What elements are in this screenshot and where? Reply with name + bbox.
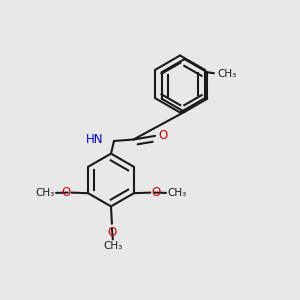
Text: O: O — [107, 226, 116, 239]
Text: O: O — [158, 129, 167, 142]
Text: O: O — [61, 186, 70, 199]
Text: CH₃: CH₃ — [167, 188, 187, 198]
Text: HN: HN — [86, 133, 104, 146]
Text: CH₃: CH₃ — [35, 188, 55, 198]
Text: CH₃: CH₃ — [103, 241, 122, 251]
Text: CH₃: CH₃ — [218, 69, 237, 79]
Text: O: O — [152, 186, 161, 199]
